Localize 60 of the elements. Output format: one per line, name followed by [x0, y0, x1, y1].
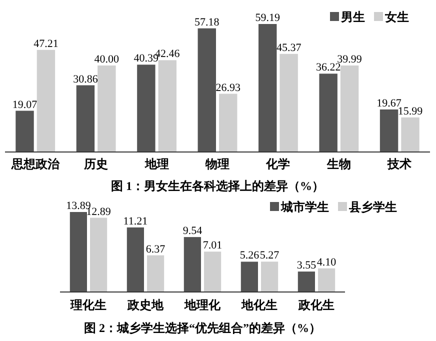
legend-label: 男生	[340, 10, 365, 24]
x-tick-label: 物理	[204, 157, 230, 171]
x-tick-label: 地理化	[184, 298, 222, 312]
data-label: 11.21	[123, 215, 148, 228]
data-label: 57.18	[194, 16, 220, 28]
bar	[16, 110, 34, 152]
bar	[76, 85, 95, 152]
bar	[280, 54, 298, 152]
legend-label: 女生	[384, 10, 409, 24]
data-label: 4.10	[316, 256, 337, 268]
data-label: 47.21	[34, 38, 58, 50]
legend-label: 县乡学生	[348, 200, 397, 214]
bar	[258, 24, 277, 152]
bar	[204, 252, 222, 292]
bar	[240, 262, 258, 292]
text: 图 2：城乡学生选择“优先组合”的差异（%）	[84, 321, 321, 335]
text: 图 1：男女生在各科选择上的差异（%）	[111, 179, 324, 193]
bar	[380, 109, 398, 152]
x-tick-label: 理化生	[70, 298, 106, 312]
bar	[70, 212, 87, 292]
data-label: 40.00	[94, 54, 120, 66]
x-tick-label: 政史地	[126, 298, 164, 312]
bar	[126, 227, 144, 292]
bar	[137, 64, 156, 152]
x-tick-label: 地理	[144, 157, 169, 171]
data-label: 5.26	[240, 250, 260, 262]
data-label: 7.01	[202, 240, 222, 252]
data-label: 6.37	[146, 243, 166, 256]
bar	[261, 262, 278, 292]
data-label: 5.27	[260, 250, 280, 262]
data-label: 59.19	[255, 12, 280, 24]
bar	[219, 94, 238, 152]
bar	[198, 28, 216, 152]
x-tick-label: 生物	[326, 157, 351, 171]
data-label: 30.86	[73, 73, 98, 86]
x-tick-label: 技术	[386, 157, 412, 171]
data-label: 3.55	[296, 260, 317, 272]
x-tick-label: 地化生	[240, 298, 278, 312]
bar	[401, 117, 420, 152]
bar	[298, 272, 315, 292]
x-tick-label: 历史	[83, 157, 108, 171]
bar	[319, 74, 338, 152]
bar	[318, 268, 336, 292]
bar	[36, 50, 56, 152]
x-tick-label: 思想政治	[10, 157, 60, 171]
bar	[147, 255, 164, 292]
bar	[90, 218, 108, 292]
legend-label: 城市学生	[280, 200, 329, 214]
data-label: 19.07	[12, 98, 38, 111]
bar	[340, 66, 359, 152]
data-label: 9.54	[182, 225, 203, 238]
data-label: 26.93	[216, 82, 241, 94]
data-label: 15.99	[398, 105, 424, 118]
bar	[184, 237, 201, 292]
bar	[98, 66, 116, 152]
x-tick-label: 政化生	[298, 298, 334, 312]
bar	[158, 60, 176, 152]
x-tick-label: 化学	[265, 157, 290, 171]
data-label: 45.37	[276, 42, 302, 54]
data-label: 36.22	[316, 62, 341, 74]
